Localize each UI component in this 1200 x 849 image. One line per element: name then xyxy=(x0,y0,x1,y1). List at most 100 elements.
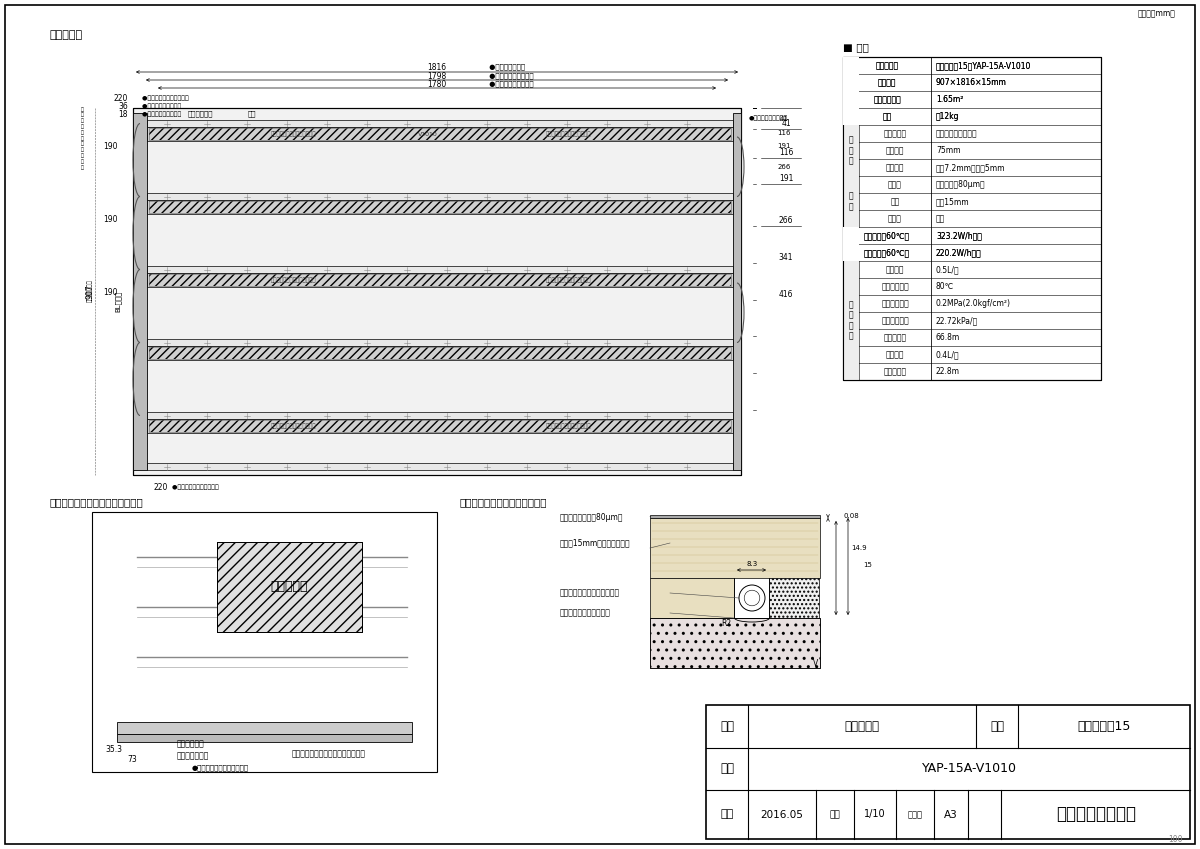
Bar xyxy=(148,346,733,360)
Text: 裏面材: 裏面材 xyxy=(888,214,902,223)
Text: ●温水配管位置を示す: ●温水配管位置を示す xyxy=(487,73,534,79)
Bar xyxy=(148,193,733,200)
Text: 型式: 型式 xyxy=(720,762,734,775)
Text: 継ぎ手カバー: 継ぎ手カバー xyxy=(188,110,214,117)
Text: 15: 15 xyxy=(863,562,872,568)
Text: 放
熱
管: 放 熱 管 xyxy=(848,136,853,166)
Text: 木質パネル15・YAP-15A-V1010: 木質パネル15・YAP-15A-V1010 xyxy=(936,61,1031,70)
Text: 266: 266 xyxy=(779,216,793,224)
Text: 外形寸法: 外形寸法 xyxy=(877,78,896,87)
Text: 保有水量: 保有水量 xyxy=(886,350,905,359)
Text: A3: A3 xyxy=(944,809,958,819)
Text: 0.08: 0.08 xyxy=(842,514,859,520)
Bar xyxy=(842,74,859,91)
Text: 質量: 質量 xyxy=(882,112,892,121)
Text: シャセンにタテ打らして下さい: シャセンにタテ打らして下さい xyxy=(271,424,317,430)
Text: シャセンにタテ打らして下さい: シャセンにタテ打らして下さい xyxy=(546,132,592,138)
Text: ●基材寸法を示す: ●基材寸法を示す xyxy=(487,64,526,70)
Text: 73: 73 xyxy=(127,756,137,764)
Bar xyxy=(149,347,731,359)
Bar xyxy=(769,578,818,618)
Bar xyxy=(133,108,742,475)
Text: 907×1816×15mm: 907×1816×15mm xyxy=(936,78,1007,87)
Text: ＰＴ相当長: ＰＴ相当長 xyxy=(883,333,906,342)
Text: 合板15mm: 合板15mm xyxy=(936,197,970,206)
Text: 41: 41 xyxy=(780,115,788,121)
Text: 管ピッチ: 管ピッチ xyxy=(886,146,905,155)
Bar xyxy=(149,420,731,432)
Text: 約12kg: 約12kg xyxy=(936,112,960,121)
Text: R2: R2 xyxy=(721,619,731,627)
Text: 外形寸法図: 外形寸法図 xyxy=(845,720,880,733)
Text: パイプキャップ: パイプキャップ xyxy=(178,751,209,761)
Text: 作成: 作成 xyxy=(720,809,733,819)
Text: ●温水配管位置を示す: ●温水配管位置を示す xyxy=(749,115,788,121)
Text: 323.2W/h・枚: 323.2W/h・枚 xyxy=(936,231,982,240)
Bar xyxy=(133,113,148,470)
Text: アルミ箔（80μm）: アルミ箔（80μm） xyxy=(936,180,985,189)
Bar xyxy=(842,108,859,125)
Bar xyxy=(118,722,412,734)
Text: 323.2W/h・枚: 323.2W/h・枚 xyxy=(936,231,982,240)
Text: 尺度: 尺度 xyxy=(829,810,840,819)
Text: BLマーク: BLマーク xyxy=(115,290,121,312)
Text: ●温水配管位置を示す: ●温水配管位置を示す xyxy=(138,111,181,117)
Text: サイズ: サイズ xyxy=(907,810,923,819)
Text: 416: 416 xyxy=(779,290,793,299)
Text: 18: 18 xyxy=(119,110,128,119)
Bar xyxy=(148,419,733,433)
Text: 0.4L/枚: 0.4L/枚 xyxy=(936,350,960,359)
Text: シャセンにタテ打らして下さい: シャセンにタテ打らして下さい xyxy=(546,424,592,430)
Text: 1816: 1816 xyxy=(427,63,446,71)
Text: 継
ぎ
手
カ
バ
ー
寸
法
を
示
す: 継 ぎ 手 カ バ ー 寸 法 を 示 す xyxy=(80,106,84,170)
Text: リンナイ株式会社: リンナイ株式会社 xyxy=(1056,806,1136,824)
Bar xyxy=(148,200,733,214)
Text: 41: 41 xyxy=(781,119,791,127)
Bar xyxy=(148,273,733,287)
Text: パイプバンド: パイプバンド xyxy=(178,739,205,749)
Text: ●継ぎ手カバー寸法を示す: ●継ぎ手カバー寸法を示す xyxy=(138,95,188,101)
Text: 116: 116 xyxy=(778,130,791,136)
Text: ２．継ぎ手部分拡大図（１：４）: ２．継ぎ手部分拡大図（１：４） xyxy=(50,497,144,507)
Bar xyxy=(148,127,733,141)
Text: ●温水配管位置を示す: ●温水配管位置を示す xyxy=(487,81,534,87)
Text: 1.65m²: 1.65m² xyxy=(936,95,964,104)
Text: 木質パネル15・YAP-15A-V1010: 木質パネル15・YAP-15A-V1010 xyxy=(936,61,1031,70)
Text: 投入熱量（60℃）: 投入熱量（60℃） xyxy=(864,231,910,240)
Text: 190: 190 xyxy=(103,215,118,223)
Text: 1780: 1780 xyxy=(427,80,446,88)
Text: 100: 100 xyxy=(1169,835,1183,845)
Bar xyxy=(842,261,859,380)
Bar xyxy=(842,91,859,108)
Text: 最高使用圧力: 最高使用圧力 xyxy=(881,299,908,308)
Text: ●温水配管位置を示す: ●温水配管位置を示す xyxy=(138,104,181,109)
Bar xyxy=(149,347,731,359)
Bar xyxy=(842,245,859,261)
Bar xyxy=(842,57,1102,380)
Text: 暖房能力（60℃）: 暖房能力（60℃） xyxy=(864,248,910,257)
Text: 0.2MPa(2.0kgf/cm²): 0.2MPa(2.0kgf/cm²) xyxy=(936,299,1010,308)
Bar xyxy=(149,420,731,432)
Text: １．製品図: １．製品図 xyxy=(50,30,83,40)
Bar xyxy=(149,201,731,213)
Bar xyxy=(149,201,731,213)
Text: 2016.05: 2016.05 xyxy=(761,809,804,819)
Bar xyxy=(650,578,734,618)
Bar xyxy=(217,542,362,632)
Text: 220: 220 xyxy=(154,482,167,492)
Text: 190: 190 xyxy=(103,288,118,296)
Text: シャセン内: シャセン内 xyxy=(271,581,308,593)
Text: 66.8m: 66.8m xyxy=(936,333,960,342)
Text: 1.65m²: 1.65m² xyxy=(936,95,964,104)
Text: なし: なし xyxy=(936,214,946,223)
Bar xyxy=(842,228,859,244)
Text: 有効放熱面積: 有効放熱面積 xyxy=(874,95,901,104)
Text: 名称: 名称 xyxy=(720,720,734,733)
Text: 191: 191 xyxy=(778,143,791,149)
Bar xyxy=(148,463,733,470)
Text: 8.3: 8.3 xyxy=(746,561,757,567)
Text: 外径7.2mm　内径5mm: 外径7.2mm 内径5mm xyxy=(936,163,1006,172)
Text: 80℃: 80℃ xyxy=(936,282,954,291)
Bar xyxy=(650,618,820,668)
Text: ■ 仕様: ■ 仕様 xyxy=(842,42,869,52)
